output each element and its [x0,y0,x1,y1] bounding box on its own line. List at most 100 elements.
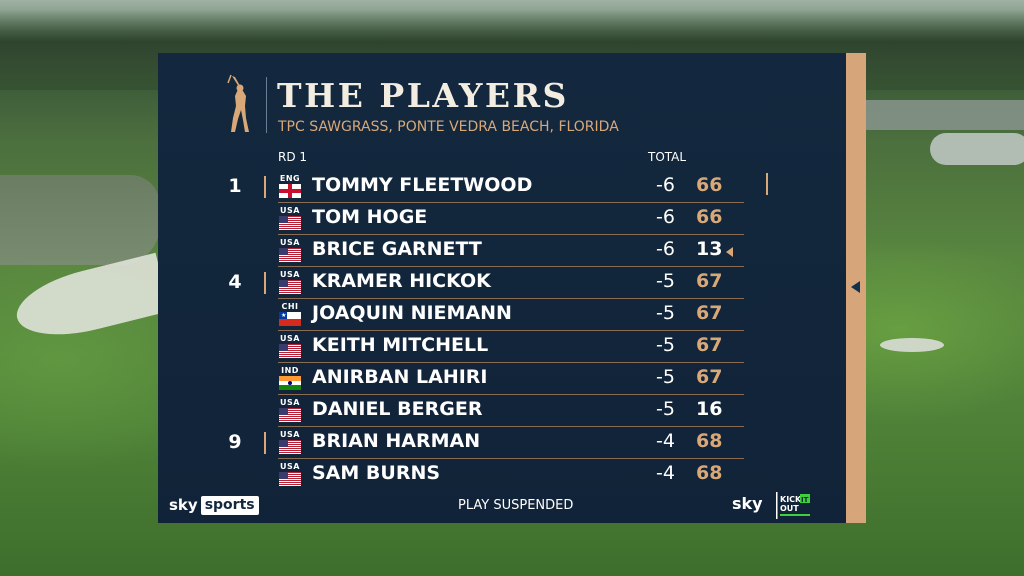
flag-icon [279,472,301,486]
water-hazard-left [0,175,160,265]
kick-it-out-logo: KICK IT OUT [776,492,810,519]
leaderboard-row[interactable]: USA KEITH MITCHELL -5 67 [160,331,760,363]
event-venue: TPC SAWGRASS, PONTE VEDRA BEACH, FLORIDA [278,119,619,135]
country-flag: USA [278,462,302,488]
country-flag: USA [278,430,302,456]
country-code: USA [280,238,300,247]
player-total: -5 [656,366,675,388]
country-code: USA [280,334,300,343]
player-name: KEITH MITCHELL [312,334,489,356]
player-total: -4 [656,430,675,452]
golfer-silhouette-icon [227,74,249,132]
total-column-header: TOTAL [648,150,687,164]
round-label: RD 1 [278,150,308,164]
player-total: -5 [656,302,675,324]
row-divider [278,458,744,459]
country-code: ENG [279,174,301,183]
player-round-score: 67 [696,302,723,324]
leaderboard-row[interactable]: IND ANIRBAN LAHIRI -5 67 [160,363,760,395]
country-code: USA [280,270,300,279]
country-flag: USA [278,398,302,424]
position-tick [264,272,266,294]
leaderboard-row[interactable]: USA DANIEL BERGER -5 16 [160,395,760,427]
row-divider [278,330,744,331]
svg-text:KICK: KICK [780,495,802,504]
flag-icon [279,280,301,294]
svg-text:OUT: OUT [780,504,799,513]
bunker-right-lower [880,338,944,352]
row-divider [278,266,744,267]
triangle-left-icon[interactable] [851,281,860,293]
scrollbar-thumb[interactable] [766,173,768,195]
player-total: -5 [656,398,675,420]
sky-logo-right: sky [732,494,763,513]
country-flag: USA [278,334,302,360]
player-name: BRICE GARNETT [312,238,482,260]
title-divider [266,77,267,133]
player-round-score: 67 [696,270,723,292]
player-total: -6 [656,206,675,228]
row-divider [278,298,744,299]
leaderboard-row[interactable]: CHI ★ JOAQUIN NIEMANN -5 67 [160,299,760,331]
country-flag: IND [278,366,302,392]
player-name: ANIRBAN LAHIRI [312,366,488,388]
flag-icon [279,408,301,422]
bunker-right-upper [930,133,1024,165]
player-round-score: 13 [696,238,723,260]
flag-icon: ★ [279,312,301,326]
row-divider [278,394,744,395]
flag-icon [279,216,301,230]
player-round-score: 66 [696,206,723,228]
leaderboard-panel [158,53,846,523]
leaderboard-row[interactable]: 1 ENG TOMMY FLEETWOOD -6 66 [160,171,760,203]
country-flag: CHI ★ [278,302,302,328]
country-code: IND [281,366,299,375]
leaderboard-row[interactable]: 9 USA BRIAN HARMAN -4 68 [160,427,760,459]
leaderboard-row[interactable]: USA BRICE GARNETT -6 13 [160,235,760,267]
flag-icon [279,376,301,390]
player-name: TOM HOGE [312,206,428,228]
sky-sports-logo: sky sports [169,495,259,515]
flag-icon [279,344,301,358]
country-code: USA [280,430,300,439]
triangle-left-icon [726,247,733,257]
player-total: -5 [656,334,675,356]
player-position: 9 [228,431,242,453]
player-total: -6 [656,238,675,260]
player-round-score: 67 [696,334,723,356]
player-total: -4 [656,462,675,484]
player-round-score: 67 [696,366,723,388]
country-code: USA [280,462,300,471]
row-divider [278,202,744,203]
event-title: THE PLAYERS [277,76,569,115]
player-total: -6 [656,174,675,196]
country-code: USA [280,206,300,215]
player-round-score: 68 [696,430,723,452]
flag-icon [279,248,301,262]
country-flag: USA [278,238,302,264]
player-round-score: 68 [696,462,723,484]
country-flag: USA [278,206,302,232]
row-divider [278,426,744,427]
leaderboard-row[interactable]: 4 USA KRAMER HICKOK -5 67 [160,267,760,299]
player-name: KRAMER HICKOK [312,270,491,292]
player-round-score: 16 [696,398,723,420]
player-position: 1 [228,175,242,197]
player-name: DANIEL BERGER [312,398,483,420]
leaderboard-row[interactable]: USA TOM HOGE -6 66 [160,203,760,235]
flag-icon [279,184,301,198]
position-tick [264,432,266,454]
player-round-score: 66 [696,174,723,196]
sky-logo-word: sky [169,496,198,514]
leaderboard-row[interactable]: USA SAM BURNS -4 68 [160,459,760,491]
player-position: 4 [228,271,242,293]
player-total: -5 [656,270,675,292]
row-divider [278,234,744,235]
country-code: CHI [281,302,299,311]
player-name: TOMMY FLEETWOOD [312,174,533,196]
play-status: PLAY SUSPENDED [458,498,574,513]
player-name: JOAQUIN NIEMANN [312,302,512,324]
row-divider [278,362,744,363]
country-code: USA [280,398,300,407]
flag-icon [279,440,301,454]
